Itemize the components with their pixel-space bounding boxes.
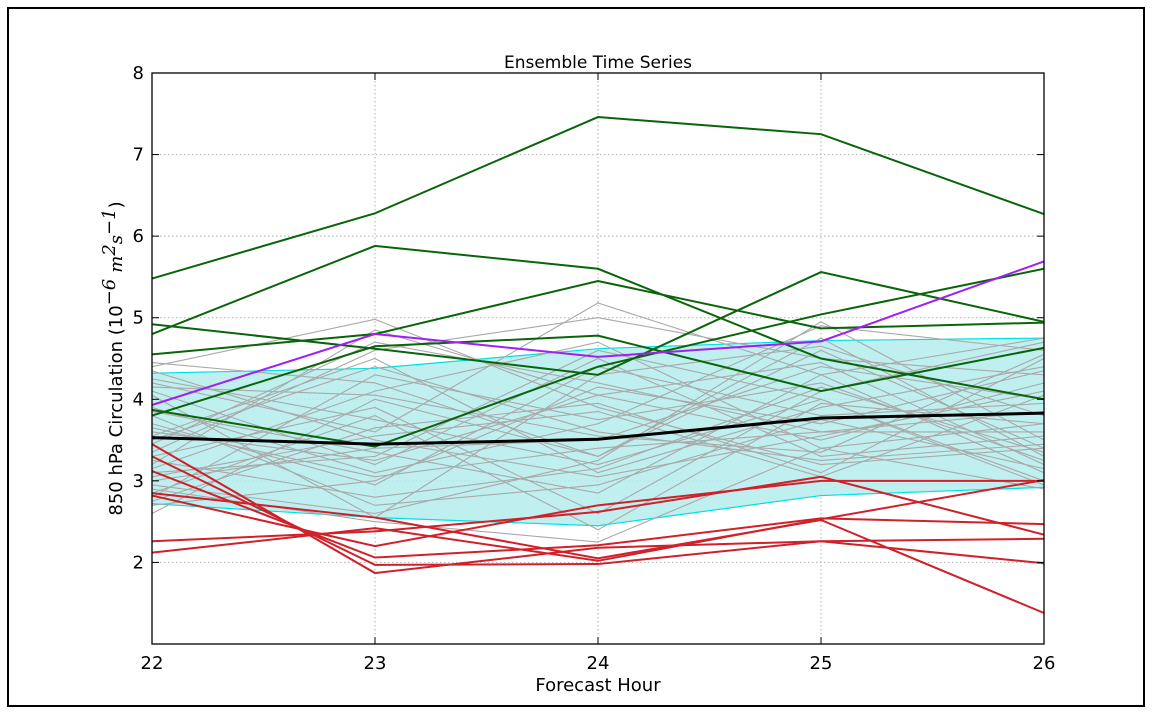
red-member-line (151, 479, 1045, 562)
red-member-line (151, 475, 1045, 543)
tick-marks (151, 72, 1045, 644)
gray-member-line (151, 341, 1045, 490)
y-tick-label: 8 (133, 63, 144, 84)
x-tick-label: 25 (810, 653, 833, 674)
x-tick-label: 22 (141, 653, 164, 674)
gray-member-line (151, 427, 1044, 478)
figure-frame (7, 7, 1145, 707)
gray-member-line (151, 415, 1045, 506)
y-tick-labels: 2 3 4 5 6 7 8 (133, 63, 144, 573)
series-lines (151, 116, 1045, 614)
y-axis-label: 850 hPa Circulation (10−6 m2s−1) (99, 201, 127, 515)
y-label-m: m (106, 256, 127, 273)
green-member-line (151, 116, 1045, 280)
gray-member-line (151, 321, 1045, 515)
red-member-line (151, 492, 1045, 614)
y-tick-label: 3 (133, 471, 144, 492)
gray-member-line (151, 318, 1045, 466)
purple-member-line (151, 260, 1045, 406)
green-member-line (151, 267, 1045, 448)
gray-member-line (151, 337, 1045, 494)
x-tick-label: 23 (364, 653, 387, 674)
gray-member-line (151, 370, 1045, 506)
gray-member-line (151, 366, 1045, 462)
y-tick-label: 2 (133, 552, 144, 573)
y-label-suffix: ) (106, 201, 127, 208)
gray-member-line (151, 358, 1045, 502)
gray-member-line (151, 423, 1045, 543)
y-label-exp: −6 (99, 279, 120, 306)
gray-member-line (151, 353, 1045, 453)
y-tick-label: 7 (133, 145, 144, 166)
gray-member-line (151, 394, 1045, 478)
gray-member-line (151, 341, 1045, 515)
chart-title: Ensemble Time Series (504, 53, 692, 73)
x-tick-labels: 22 23 24 25 26 (141, 653, 1056, 674)
y-label-m-exp: 2 (99, 244, 120, 256)
spread-band-lower-edge (151, 486, 1045, 527)
green-member-line (151, 334, 1045, 417)
green-member-line (151, 279, 1045, 356)
y-label-prefix: 850 hPa Circulation (10 (106, 305, 127, 515)
gray-member-line (151, 378, 1045, 486)
gray-member-line (151, 317, 1045, 453)
x-tick-label: 26 (1033, 653, 1056, 674)
gray-member-line (151, 362, 1045, 466)
gray-member-line (151, 349, 1045, 482)
green-member-line (151, 244, 1045, 401)
y-tick-label: 6 (133, 226, 144, 247)
y-tick-label: 5 (133, 308, 144, 329)
y-tick-label: 4 (133, 389, 144, 410)
x-tick-label: 24 (587, 653, 610, 674)
x-axis-label: Forecast Hour (535, 675, 661, 696)
mean-line (151, 411, 1045, 446)
y-label-s: s (106, 235, 127, 244)
y-label-s-exp: −1 (99, 208, 120, 235)
gray-member-line (151, 386, 1045, 498)
red-member-line (151, 479, 1044, 548)
